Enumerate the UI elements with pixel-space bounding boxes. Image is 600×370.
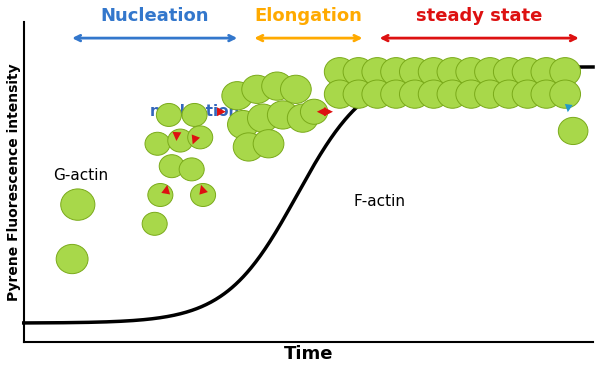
Ellipse shape bbox=[343, 80, 374, 108]
Ellipse shape bbox=[418, 58, 449, 86]
Ellipse shape bbox=[159, 155, 184, 178]
Ellipse shape bbox=[512, 80, 543, 108]
Ellipse shape bbox=[301, 99, 328, 124]
Text: nucleation: nucleation bbox=[149, 104, 240, 119]
Ellipse shape bbox=[61, 189, 95, 220]
Ellipse shape bbox=[437, 80, 468, 108]
Ellipse shape bbox=[456, 58, 487, 86]
Ellipse shape bbox=[56, 245, 88, 274]
Ellipse shape bbox=[559, 117, 588, 145]
Ellipse shape bbox=[182, 104, 207, 127]
Ellipse shape bbox=[233, 133, 264, 161]
Ellipse shape bbox=[262, 72, 292, 100]
Ellipse shape bbox=[268, 101, 298, 129]
Text: Nucleation: Nucleation bbox=[100, 7, 209, 25]
Ellipse shape bbox=[380, 80, 412, 108]
X-axis label: Time: Time bbox=[284, 345, 333, 363]
Ellipse shape bbox=[253, 130, 284, 158]
Ellipse shape bbox=[287, 104, 318, 132]
Ellipse shape bbox=[247, 104, 278, 132]
Y-axis label: Pyrene Fluorescence intensity: Pyrene Fluorescence intensity bbox=[7, 63, 21, 301]
Text: steady state: steady state bbox=[416, 7, 542, 25]
Ellipse shape bbox=[475, 58, 505, 86]
Ellipse shape bbox=[550, 80, 581, 108]
Ellipse shape bbox=[168, 129, 193, 152]
Ellipse shape bbox=[400, 80, 430, 108]
Ellipse shape bbox=[531, 58, 562, 86]
Ellipse shape bbox=[362, 80, 392, 108]
Ellipse shape bbox=[475, 80, 505, 108]
Ellipse shape bbox=[362, 58, 392, 86]
Ellipse shape bbox=[400, 58, 430, 86]
Ellipse shape bbox=[148, 184, 173, 206]
Text: Elongation: Elongation bbox=[254, 7, 362, 25]
Text: F-actin: F-actin bbox=[354, 194, 406, 209]
Ellipse shape bbox=[142, 212, 167, 235]
Ellipse shape bbox=[157, 104, 181, 127]
Ellipse shape bbox=[188, 126, 213, 149]
Ellipse shape bbox=[325, 80, 355, 108]
Ellipse shape bbox=[418, 80, 449, 108]
Ellipse shape bbox=[531, 80, 562, 108]
Ellipse shape bbox=[512, 58, 543, 86]
Ellipse shape bbox=[380, 58, 412, 86]
Ellipse shape bbox=[456, 80, 487, 108]
Ellipse shape bbox=[191, 184, 215, 206]
Ellipse shape bbox=[227, 110, 258, 139]
Ellipse shape bbox=[437, 58, 468, 86]
Ellipse shape bbox=[179, 158, 204, 181]
Ellipse shape bbox=[343, 58, 374, 86]
Ellipse shape bbox=[325, 58, 355, 86]
Ellipse shape bbox=[280, 75, 311, 104]
Text: G-actin: G-actin bbox=[53, 168, 108, 183]
Ellipse shape bbox=[493, 58, 524, 86]
Ellipse shape bbox=[550, 58, 581, 86]
Ellipse shape bbox=[222, 82, 253, 110]
Ellipse shape bbox=[242, 75, 272, 104]
Ellipse shape bbox=[493, 80, 524, 108]
Ellipse shape bbox=[145, 132, 170, 155]
